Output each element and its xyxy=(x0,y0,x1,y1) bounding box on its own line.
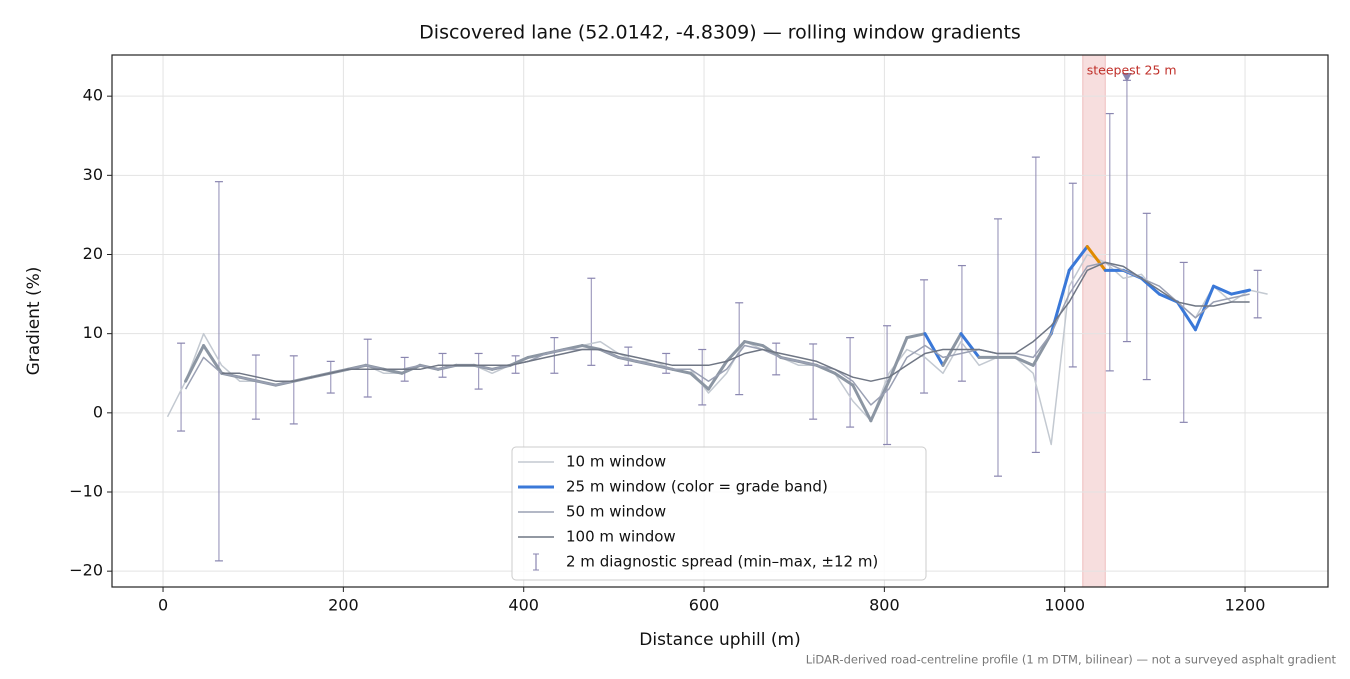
line-segment xyxy=(923,332,945,367)
series-line xyxy=(184,261,1250,406)
line-segment xyxy=(959,332,981,359)
line-segment xyxy=(905,332,927,340)
line-segment xyxy=(1193,284,1215,332)
x-tick-label: 0 xyxy=(158,596,168,615)
chart-title: Discovered lane (52.0142, -4.8309) — rol… xyxy=(419,22,1021,44)
footnote: LiDAR-derived road-centreline profile (1… xyxy=(806,653,1337,667)
line-segment xyxy=(1031,332,1053,367)
steepest-marker xyxy=(1121,72,1132,82)
line-segment xyxy=(1175,300,1197,332)
x-tick-label: 1000 xyxy=(1044,596,1085,615)
line-segment xyxy=(1230,288,1252,296)
line-segment xyxy=(1067,245,1089,272)
y-axis-label: Gradient (%) xyxy=(24,267,44,376)
line-segment xyxy=(1049,268,1071,336)
y-tick-label: 40 xyxy=(83,86,103,105)
x-tick-label: 1200 xyxy=(1225,596,1266,615)
x-axis-label: Distance uphill (m) xyxy=(639,630,800,650)
line-segment xyxy=(1013,355,1035,367)
line-segment xyxy=(689,371,711,391)
line-segment xyxy=(202,344,224,375)
series-line xyxy=(221,261,1250,382)
line-segment xyxy=(869,379,891,423)
legend-label: 25 m window (color = grade band) xyxy=(566,478,828,496)
line-segment xyxy=(887,336,909,383)
legend-box xyxy=(511,446,927,581)
line-segment xyxy=(851,383,873,423)
legend-label: 2 m diagnostic spread (min–max, ±12 m) xyxy=(566,553,878,571)
x-tick-label: 600 xyxy=(689,596,720,615)
highlight-label: steepest 25 m xyxy=(1087,62,1177,77)
line-segment xyxy=(833,371,855,387)
y-tick-label: 0 xyxy=(93,402,103,421)
y-tick-label: 10 xyxy=(83,323,103,342)
legend-label: 50 m window xyxy=(566,503,666,521)
y-tick-label: −20 xyxy=(69,561,103,580)
y-tick-label: −10 xyxy=(69,482,103,501)
y-tick-label: 20 xyxy=(83,244,103,263)
line-segment xyxy=(184,344,206,383)
highlight-span xyxy=(1082,54,1106,588)
line-segment xyxy=(725,340,747,363)
legend-label: 100 m window xyxy=(566,528,676,546)
x-tick-label: 800 xyxy=(869,596,900,615)
plot-frame xyxy=(111,54,1329,588)
x-tick-label: 400 xyxy=(508,596,539,615)
line-segment xyxy=(743,340,765,348)
y-tick-label: 30 xyxy=(83,165,103,184)
legend-label: 10 m window xyxy=(566,453,666,471)
x-tick-label: 200 xyxy=(328,596,359,615)
line-segment xyxy=(1211,284,1234,296)
line-segment xyxy=(1085,245,1107,272)
